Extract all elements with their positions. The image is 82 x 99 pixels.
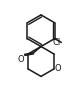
Text: O: O bbox=[55, 64, 62, 73]
Text: O: O bbox=[17, 55, 24, 64]
Text: Cl: Cl bbox=[53, 38, 61, 47]
